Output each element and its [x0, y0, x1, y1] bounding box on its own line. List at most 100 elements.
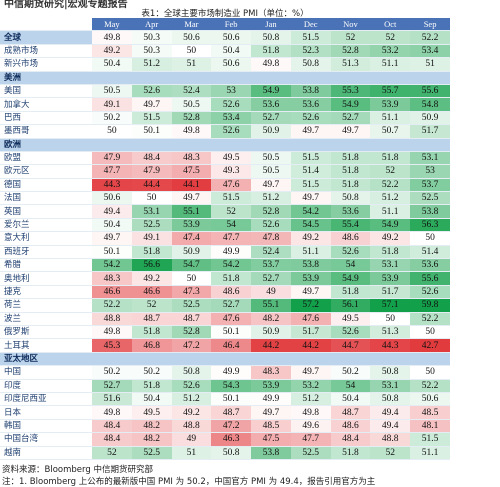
value-cell: 48.5: [410, 405, 450, 420]
column-header: Mar: [171, 18, 212, 32]
value-cell: 49.5: [211, 151, 252, 166]
value-cell: 53.6: [290, 97, 331, 112]
value-cell: 55.1: [171, 204, 212, 219]
row: 土耳其 45.3 46.8 47.2 46.4 44.2 44.2 44.7 44.3 42.7: [0, 338, 450, 353]
value-cell: 49.2: [370, 231, 411, 246]
row-label: 墨西哥: [0, 124, 92, 139]
value-cell: 51.5: [290, 30, 331, 45]
value-cell: 52.2: [92, 298, 132, 313]
value-cell: 51.5: [290, 151, 331, 166]
value-cell: 51: [410, 57, 450, 72]
value-cell: 46.3: [211, 432, 252, 447]
value-cell: 48.4: [330, 432, 371, 447]
row-label: 德国: [0, 178, 92, 193]
value-cell: 50.9: [171, 245, 212, 260]
value-cell: 49.2: [92, 44, 132, 59]
value-cell: 51.8: [131, 325, 172, 340]
value-cell: 53.8: [290, 84, 331, 99]
value-cell: 48.4: [92, 432, 132, 447]
row: 西班牙 50.1 51.8 50.9 49.9 52.4 51.1 52.6 51.8 51.4: [0, 245, 450, 260]
value-cell: 47.5: [251, 432, 291, 447]
value-cell: 53.8: [251, 446, 291, 460]
value-cell: 53.9: [370, 97, 411, 112]
value-cell: 50: [131, 191, 172, 206]
value-cell: 57.1: [370, 298, 411, 313]
value-cell: 50.4: [131, 392, 172, 407]
value-cell: 47.3: [171, 285, 212, 300]
row-label: 成熟市场: [0, 44, 92, 59]
value-cell: 51.8: [131, 379, 172, 393]
value-cell: 55.6: [410, 84, 450, 99]
column-header: Jan: [251, 18, 291, 32]
value-cell: 49.6: [290, 419, 331, 434]
row: 巴西 50.2 51.5 52.8 53.4 52.7 52.6 52.7 51.1 50.9: [0, 111, 450, 126]
value-cell: 47.2: [171, 338, 212, 353]
row-label: 加拿大: [0, 97, 92, 112]
value-cell: 47.9: [131, 164, 172, 179]
row-label: 韩国: [0, 419, 92, 434]
value-cell: 51.7: [410, 124, 450, 139]
value-cell: 48.6: [330, 419, 371, 434]
value-cell: 53.1: [410, 151, 450, 166]
value-cell: 52.6: [211, 97, 252, 112]
value-cell: 52: [92, 446, 132, 460]
row-label: 爱尔兰: [0, 218, 92, 233]
value-cell: 49.4: [370, 405, 411, 420]
row: 捷克 46.6 46.6 47.3 48.6 49 49.7 51.8 51.7 52.6: [0, 285, 450, 300]
pmi-table: May Apr Mar Feb Jan Dec Nov Oct Sep 全球 49.8 50.3 50.…: [0, 18, 450, 460]
row-label: 欧盟: [0, 151, 92, 166]
value-cell: 51.4: [410, 245, 450, 260]
value-cell: 49.9: [211, 365, 252, 380]
row: 加拿大 49.1 49.7 50.5 52.6 53.6 53.6 54.9 53.9 54.8: [0, 97, 450, 112]
value-cell: 51.2: [131, 57, 172, 72]
value-cell: 49.8: [290, 405, 331, 420]
row-label: 土耳其: [0, 338, 92, 353]
value-cell: 50.1: [211, 392, 252, 407]
value-cell: 46.4: [211, 338, 252, 353]
value-cell: 51.5: [410, 432, 450, 447]
value-cell: 49.7: [171, 191, 212, 206]
group-fill: [92, 352, 450, 367]
value-cell: 53: [211, 84, 252, 99]
value-cell: 55.7: [370, 84, 411, 99]
value-cell: 52.7: [251, 111, 291, 126]
value-cell: 50.5: [251, 151, 291, 166]
value-cell: 56.1: [330, 298, 371, 313]
value-cell: 52.6: [330, 245, 371, 260]
value-cell: 46.6: [92, 285, 132, 300]
value-cell: 52.6: [171, 379, 212, 393]
table-title: 表1：全球主要市场制造业 PMI（单位：%）: [141, 9, 309, 19]
value-cell: 51.1: [410, 446, 450, 460]
value-cell: 54.8: [410, 97, 450, 112]
value-cell: 52.5: [131, 218, 172, 233]
source: 资料来源：Bloomberg 中信期货研究部: [2, 465, 153, 475]
value-cell: 49.5: [330, 312, 371, 326]
value-cell: 51.6: [92, 392, 132, 407]
value-cell: 50.6: [92, 191, 132, 206]
row: 美国 50.5 52.6 52.4 53 54.9 53.8 55.3 55.7 55.6: [0, 84, 450, 99]
value-cell: 50.6: [211, 57, 252, 72]
row: 波兰 48.8 48.7 48.7 47.6 48.2 47.6 49.5 50 52.2: [0, 312, 450, 326]
value-cell: 51.2: [370, 191, 411, 206]
column-header: Apr: [131, 18, 172, 32]
value-cell: 52.5: [171, 298, 212, 313]
value-cell: 50.2: [131, 365, 172, 380]
row-label: 波兰: [0, 312, 92, 326]
value-cell: 49.4: [92, 204, 132, 219]
value-cell: 47.8: [251, 231, 291, 246]
value-cell: 53.6: [251, 97, 291, 112]
value-cell: 48.2: [251, 312, 291, 326]
value-cell: 52: [330, 30, 371, 45]
value-cell: 52.5: [290, 446, 331, 460]
value-cell: 53.7: [410, 178, 450, 193]
row: 英国 49.4 53.1 55.1 52 52.8 54.2 53.6 51.1 53.8: [0, 204, 450, 219]
column-header: Sep: [410, 18, 450, 32]
row-label: 英国: [0, 204, 92, 219]
value-cell: 48.7: [330, 405, 371, 420]
value-cell: 49.2: [171, 405, 212, 420]
value-cell: 47.6: [290, 312, 331, 326]
value-cell: 50.6: [211, 30, 252, 45]
value-cell: 52: [370, 30, 411, 45]
value-cell: 49.7: [290, 191, 331, 206]
row-label: 巴西: [0, 111, 92, 126]
